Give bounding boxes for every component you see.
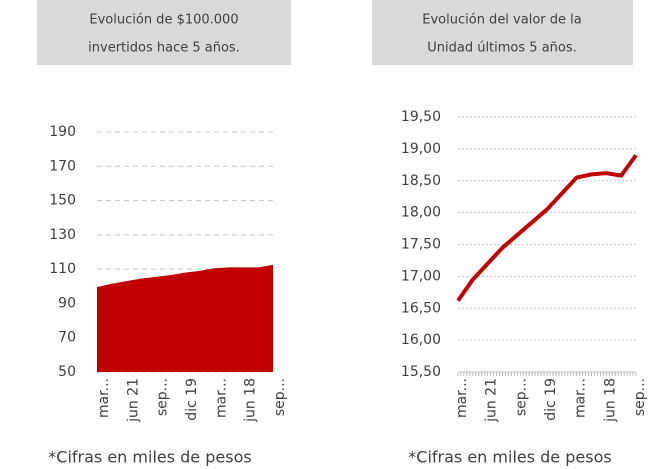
chart-title: Evolución del valor de la: [422, 13, 581, 28]
y-tick-label: 19,00: [401, 141, 441, 157]
y-tick-label: 110: [49, 261, 76, 277]
y-tick-label: 50: [58, 364, 76, 380]
x-tick-label: jun 18: [243, 378, 259, 423]
chart-title: Unidad últimos 5 años.: [427, 41, 577, 56]
x-tick-label: sep...: [272, 378, 288, 416]
x-tick-label: dic 19: [184, 378, 200, 421]
y-tick-label: 18,00: [401, 205, 441, 221]
title-box: [372, 0, 633, 65]
y-tick-label: 90: [58, 295, 76, 311]
y-tick-label: 16,00: [401, 332, 441, 348]
line: [456, 154, 638, 302]
x-tick-label: mar...: [573, 378, 589, 418]
x-tick-label: jun 21: [484, 378, 500, 423]
chart-title: Evolución de $100.000: [89, 13, 238, 28]
y-tick-label: 17,50: [401, 237, 441, 253]
x-tick-label: sep...: [155, 378, 171, 416]
footnote: *Cifras en miles de pesos: [48, 448, 251, 467]
x-tick-label: jun 21: [125, 378, 141, 423]
y-tick-label: 150: [49, 193, 76, 209]
y-tick-label: 18,50: [401, 173, 441, 189]
y-tick-label: 17,00: [401, 268, 441, 284]
y-tick-label: 15,50: [401, 364, 441, 380]
x-tick-label: sep...: [632, 378, 648, 416]
footnote: *Cifras en miles de pesos: [408, 448, 611, 467]
y-tick-label: 190: [49, 124, 76, 140]
chart-title: invertidos hace 5 años.: [88, 41, 240, 56]
x-tick-label: mar...: [454, 378, 470, 418]
y-tick-label: 170: [49, 158, 76, 174]
x-tick-label: jun 18: [602, 378, 618, 423]
x-tick-label: sep...: [513, 378, 529, 416]
area: [97, 264, 273, 372]
x-tick-label: mar...: [213, 378, 229, 418]
y-tick-label: 19,50: [401, 109, 441, 125]
x-tick-label: mar...: [96, 378, 112, 418]
y-tick-label: 16,50: [401, 300, 441, 316]
y-tick-label: 70: [58, 330, 76, 346]
y-tick-label: 130: [49, 227, 76, 243]
x-tick-label: dic 19: [543, 378, 559, 421]
title-box: [37, 0, 291, 65]
